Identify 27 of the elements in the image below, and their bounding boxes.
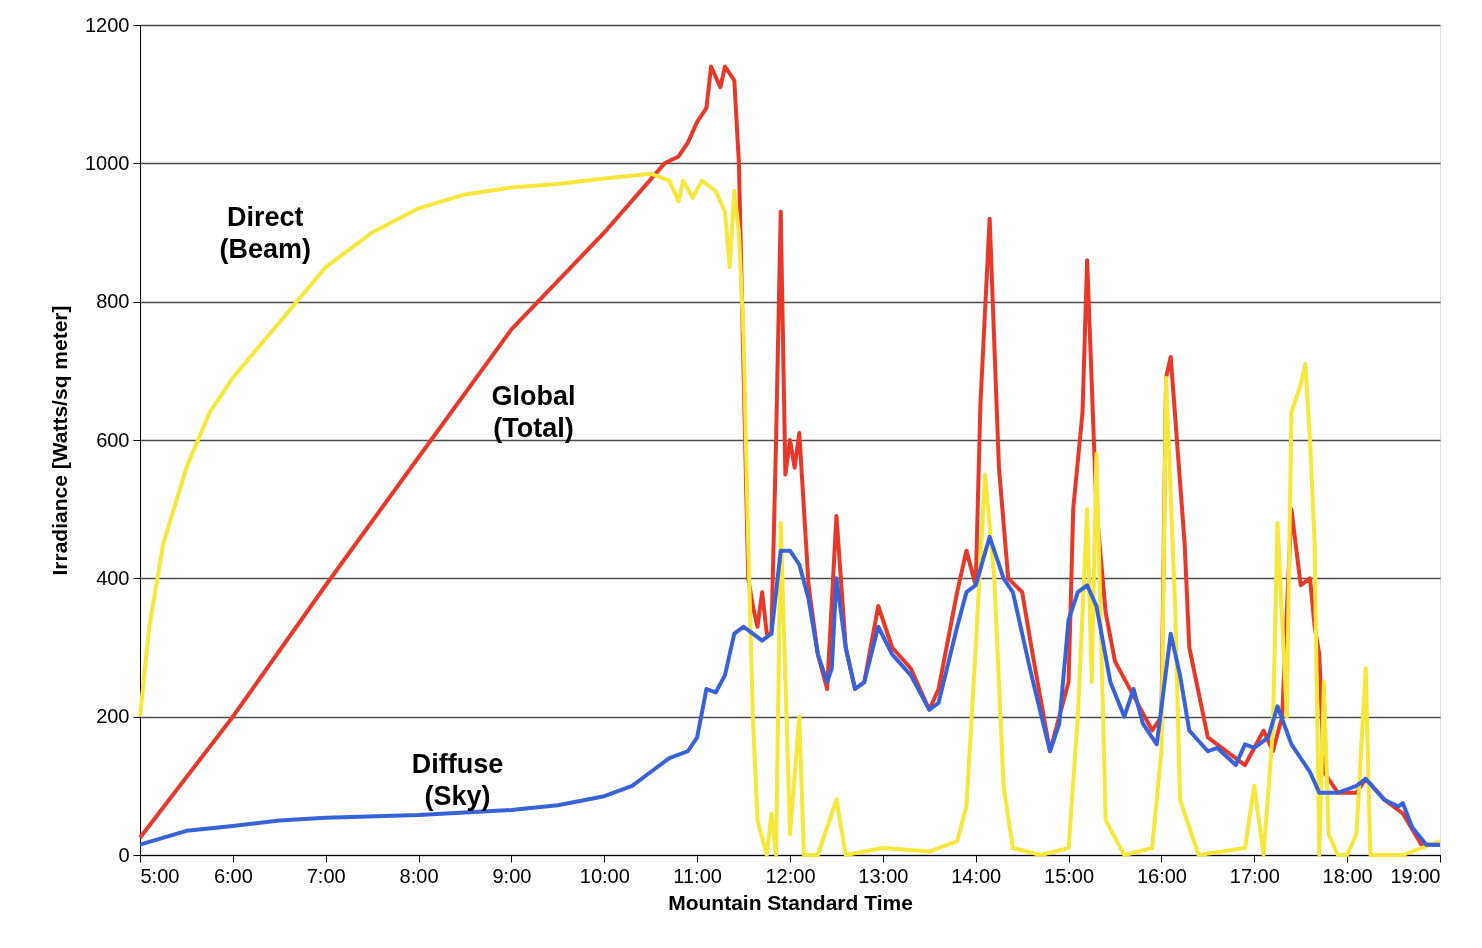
x-tick-label: 6:00 [213,864,253,887]
x-tick-label: 11:00 [673,864,722,887]
x-tick-label: 5:00 [140,864,180,887]
x-tick-label: 7:00 [306,864,346,887]
x-tick-label: 12:00 [765,864,816,887]
x-tick-label: 19:00 [1390,864,1441,887]
series-label: Diffuse (Sky) [411,748,504,811]
x-tick-label: 8:00 [399,864,439,887]
x-tick-label: 10:00 [579,864,630,887]
x-tick-label: 16:00 [1136,864,1187,887]
x-tick-label: 9:00 [492,864,532,887]
x-tick-label: 18:00 [1322,864,1373,887]
y-tick-label: 1200 [85,13,130,36]
x-tick-label: 17:00 [1229,864,1280,887]
x-tick-label: 13:00 [858,864,909,887]
y-tick-label: 0 [118,843,130,866]
x-tick-label: 15:00 [1044,864,1095,887]
x-axis-title: Mountain Standard Time [668,890,913,914]
y-tick-label: 1000 [85,151,130,174]
y-tick-label: 400 [96,566,130,589]
y-tick-label: 200 [96,705,130,728]
series-label: Global (Total) [491,381,576,444]
x-tick-label: 14:00 [951,864,1002,887]
y-tick-label: 800 [96,290,130,313]
y-axis-title: Irradiance [Watts/sq meter] [48,305,72,576]
series-label: Direct (Beam) [219,202,312,265]
y-tick-label: 600 [96,428,130,451]
